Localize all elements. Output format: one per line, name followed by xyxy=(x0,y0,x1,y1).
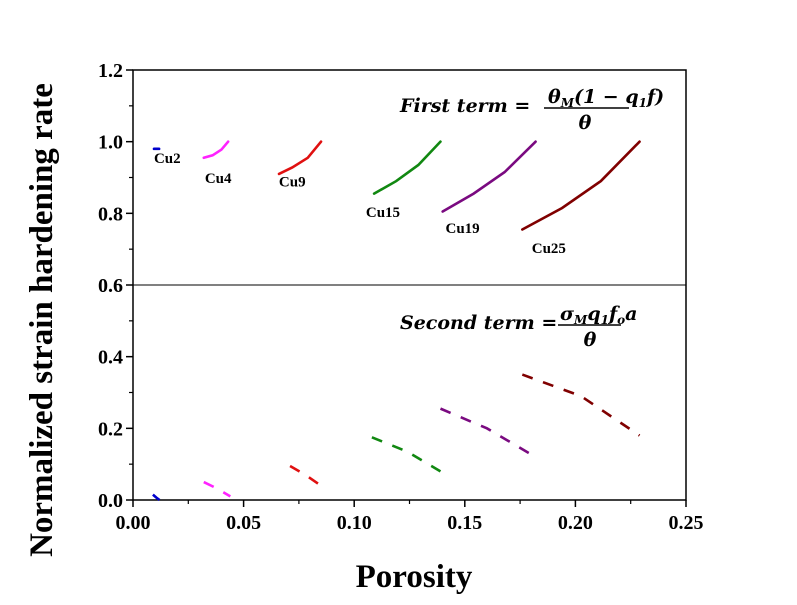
x-tick-label: 0.05 xyxy=(226,512,261,534)
second-term-line-cu25 xyxy=(521,373,641,437)
first-term-label: First term = xyxy=(399,95,530,117)
x-tick-label: 0.15 xyxy=(447,512,482,534)
first-term-line-cu25 xyxy=(521,140,641,231)
curve-label-cu4: Cu4 xyxy=(205,171,232,187)
y-tick-label: 0.2 xyxy=(98,418,123,440)
y-axis-label: Normalized strain hardening rate xyxy=(24,83,60,557)
first-term-line-cu4 xyxy=(202,140,230,160)
x-axis-label: Porosity xyxy=(356,559,473,595)
second-term-line-cu9 xyxy=(289,464,322,487)
second-term-label: Second term = xyxy=(400,312,557,334)
second-term-line-cu19 xyxy=(439,407,537,459)
second-term-numerator: σMq1foa xyxy=(560,303,637,327)
second-term-line-cu2 xyxy=(152,493,161,502)
curve-label-cu19: Cu19 xyxy=(445,221,479,237)
y-tick-label: 1.2 xyxy=(98,60,123,82)
first-term-formula: First term = θM(1 − q1f) θ xyxy=(399,86,664,134)
x-tick-label: 0.10 xyxy=(337,512,372,534)
curve-label-cu25: Cu25 xyxy=(532,241,566,257)
x-tick-label: 0.25 xyxy=(669,512,704,534)
first-term-numerator: θM(1 − q1f) xyxy=(548,86,664,110)
second-term-formula: Second term = σMq1foa θ xyxy=(400,303,637,351)
second-term-line-cu15 xyxy=(371,436,442,473)
axes: 0.00 0.05 0.10 0.15 0.20 0.25 0.0 0.2 0.4 0.6 0.8 1… xyxy=(98,60,704,534)
y-tick-label: 0.6 xyxy=(98,275,123,297)
first-term-line-cu15 xyxy=(372,140,442,195)
curve-label-cu2: Cu2 xyxy=(154,151,181,167)
y-tick-label: 0.4 xyxy=(98,347,123,369)
y-tick-label: 0.0 xyxy=(98,490,123,512)
first-term-denominator: θ xyxy=(579,112,592,134)
curve-label-cu9: Cu9 xyxy=(279,174,306,190)
y-tick-label: 0.8 xyxy=(98,203,123,225)
second-term-denominator: θ xyxy=(584,329,597,351)
series-marks: Cu2 Cu4 Cu9 Cu15 Cu19 Cu25 xyxy=(152,140,641,502)
first-term-line-cu19 xyxy=(441,140,537,213)
y-tick-label: 1.0 xyxy=(98,132,123,154)
second-term-line-cu4 xyxy=(203,480,231,498)
x-tick-label: 0.20 xyxy=(558,512,593,534)
x-tick-label: 0.00 xyxy=(116,512,151,534)
curve-label-cu15: Cu15 xyxy=(366,205,400,221)
first-term-line-cu9 xyxy=(277,140,323,176)
